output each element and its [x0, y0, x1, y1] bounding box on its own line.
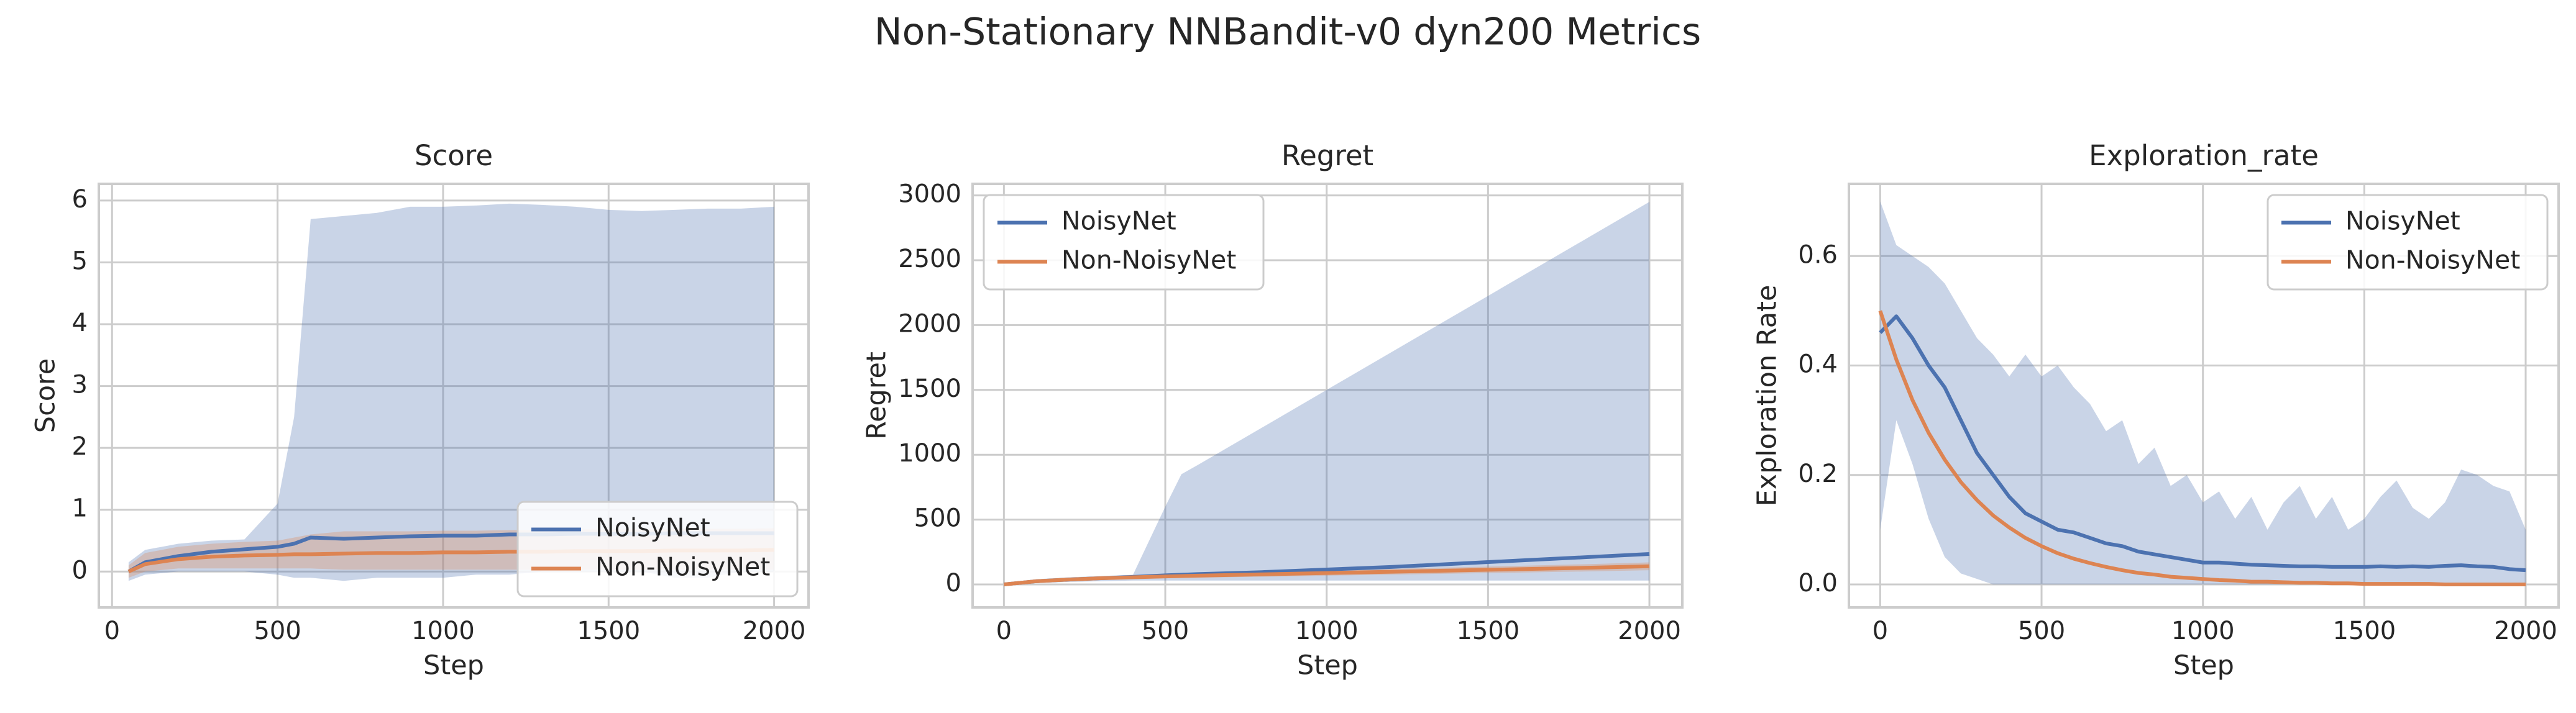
subplot: 0 1 2 3 4 5 6 0 500 1000 1500 2000 Score Step Score Noi… [30, 139, 810, 681]
x-tick-label: 1000 [411, 617, 475, 645]
y-tick-label: 5 [72, 247, 88, 275]
axes-frame [971, 183, 1684, 609]
x-tick-label: 1000 [1295, 617, 1359, 645]
y-tick-label: 0 [72, 556, 88, 584]
y-tick-label: 2500 [898, 245, 961, 273]
subplot-title: Regret [1281, 139, 1373, 172]
y-tick-label: 1000 [898, 439, 961, 468]
subplot-title: Score [415, 139, 493, 172]
y-tick-label: 4 [72, 309, 88, 337]
confidence-band [1880, 201, 2526, 584]
figure-title: Non-Stationary NNBandit-v0 dyn200 Metric… [874, 11, 1701, 54]
subplot: 0 500 1000 1500 2000 2500 3000 0 500 1000 1500 2000… [861, 139, 1684, 681]
legend-label: NoisyNet [1061, 206, 1176, 236]
y-tick-label: 2 [72, 432, 88, 461]
y-tick-label: 3 [72, 371, 88, 399]
x-axis-label: Step [1297, 650, 1358, 681]
legend: NoisyNet Non-NoisyNet [983, 194, 1265, 291]
x-tick-label: 0 [104, 617, 120, 645]
x-axis-label: Step [2173, 650, 2234, 681]
y-tick-label: 1500 [898, 375, 961, 403]
x-tick-label: 2000 [2494, 617, 2557, 645]
y-tick-label: 500 [914, 504, 961, 533]
x-tick-label: 2000 [743, 617, 806, 645]
y-tick-label: 2000 [898, 309, 961, 338]
y-tick-label: 0 [946, 569, 961, 597]
y-tick-label: 0.0 [1798, 569, 1838, 597]
legend-box [983, 194, 1265, 291]
confidence-band [128, 203, 774, 581]
legend-box [516, 501, 799, 597]
x-tick-label: 500 [254, 617, 301, 645]
legend-label: Non-NoisyNet [2345, 245, 2520, 275]
legend-label: NoisyNet [595, 513, 710, 543]
x-tick-label: 1500 [577, 617, 640, 645]
x-tick-label: 1500 [1456, 617, 1519, 645]
x-tick-label: 500 [2018, 617, 2065, 645]
x-tick-label: 0 [996, 617, 1012, 645]
x-tick-label: 500 [1142, 617, 1189, 645]
axes-frame [98, 183, 810, 609]
x-tick-label: 0 [1872, 617, 1888, 645]
y-tick-label: 6 [72, 185, 88, 214]
axes-frame [1848, 183, 2560, 609]
y-axis-label: Exploration Rate [1752, 285, 1783, 507]
legend-label: NoisyNet [2345, 206, 2460, 236]
y-tick-label: 0.2 [1798, 460, 1838, 488]
legend-label: Non-NoisyNet [1061, 245, 1236, 275]
confidence-band [1004, 202, 1650, 585]
subplot-title: Exploration_rate [2089, 139, 2319, 172]
y-tick-label: 1 [72, 494, 88, 523]
series-line [1879, 314, 2526, 573]
legend: NoisyNet Non-NoisyNet [516, 501, 799, 597]
legend-label: Non-NoisyNet [595, 552, 770, 582]
series-line [1878, 310, 2526, 586]
y-axis-label: Regret [861, 352, 892, 440]
y-axis-label: Score [30, 358, 62, 433]
x-axis-label: Step [423, 650, 484, 681]
legend-box [2267, 194, 2549, 291]
x-tick-label: 1500 [2332, 617, 2396, 645]
y-tick-label: 0.6 [1798, 240, 1838, 269]
x-tick-label: 2000 [1618, 617, 1681, 645]
series-line [1004, 564, 1650, 587]
x-tick-label: 1000 [2171, 617, 2235, 645]
y-tick-label: 0.4 [1798, 350, 1838, 379]
legend: NoisyNet Non-NoisyNet [2267, 194, 2549, 291]
subplot: 0.0 0.2 0.4 0.6 0 500 1000 1500 2000 Exploration_… [1752, 139, 2560, 681]
y-tick-label: 3000 [898, 180, 961, 209]
